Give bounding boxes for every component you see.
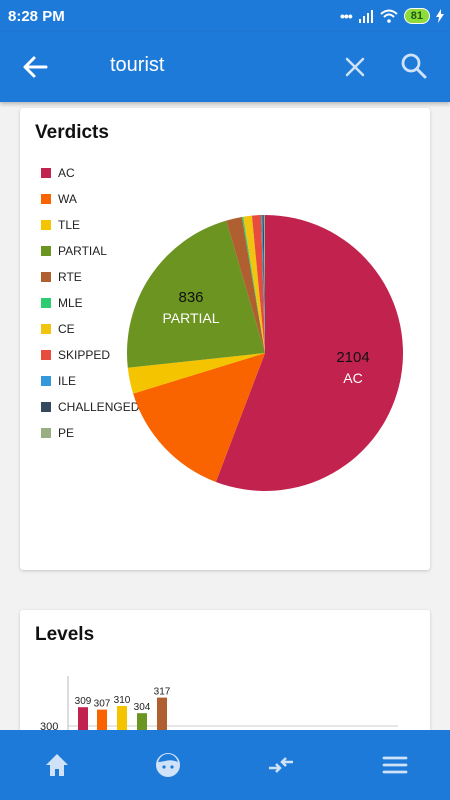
- charging-icon: [436, 9, 444, 23]
- wifi-icon: [380, 9, 398, 23]
- slice-value-partial: 836: [178, 289, 203, 306]
- pie-slice-ile[interactable]: [261, 215, 265, 353]
- pie-slice-challenged[interactable]: [262, 215, 265, 353]
- levels-bar-value: 309: [75, 696, 92, 707]
- slice-label-partial: PARTIAL: [162, 310, 219, 326]
- legend-item-mle[interactable]: MLE: [41, 290, 139, 316]
- legend-label: CHALLENGED: [58, 400, 140, 414]
- levels-title: Levels: [35, 624, 95, 645]
- legend-swatch: [41, 220, 51, 230]
- legend-swatch: [41, 168, 51, 178]
- legend-item-ile[interactable]: ILE: [41, 368, 139, 394]
- legend-item-rte[interactable]: RTE: [41, 264, 139, 290]
- pie-slice-ce[interactable]: [243, 215, 265, 353]
- legend-item-ac[interactable]: AC: [41, 160, 139, 186]
- levels-bar-value: 304: [134, 702, 151, 713]
- legend-label: PARTIAL: [58, 244, 107, 258]
- legend-swatch: [41, 376, 51, 386]
- levels-bar[interactable]: [157, 697, 167, 750]
- pie-slice-wa[interactable]: [133, 353, 265, 482]
- legend-label: PE: [58, 426, 75, 440]
- legend-swatch: [41, 402, 51, 412]
- battery-indicator: 81: [403, 8, 430, 24]
- levels-bar[interactable]: [117, 706, 127, 750]
- legend-item-wa[interactable]: WA: [41, 186, 139, 212]
- levels-card: Levels 300 309 307 310 304 317: [20, 610, 430, 750]
- legend-label: SKIPPED: [58, 348, 111, 362]
- verdicts-card: Verdicts AC WA TLE PARTIAL RTE MLE CE SKIPPED IL…: [20, 108, 430, 570]
- legend-item-pe[interactable]: PE: [41, 420, 139, 446]
- legend-swatch: [41, 324, 51, 334]
- levels-bar-value: 317: [154, 687, 171, 698]
- compare-arrows-icon[interactable]: [266, 750, 296, 780]
- legend-swatch: [41, 428, 51, 438]
- status-time: 8:28 PM: [8, 8, 65, 25]
- legend-swatch: [41, 350, 51, 360]
- legend-label: CE: [58, 322, 75, 336]
- verdicts-title: Verdicts: [35, 122, 109, 143]
- legend-label: ILE: [58, 374, 77, 388]
- bottom-navigation: [0, 730, 450, 800]
- slice-value-ac: 2104: [336, 349, 369, 366]
- slice-label-ac: AC: [343, 370, 362, 386]
- legend-label: AC: [58, 166, 75, 180]
- pie-slice-pe[interactable]: [263, 215, 265, 353]
- levels-bar-value: 310: [114, 695, 131, 706]
- app-bar: tourist: [0, 32, 450, 102]
- legend-label: TLE: [58, 218, 81, 232]
- legend-item-challenged[interactable]: CHALLENGED: [41, 394, 139, 420]
- pie-slice-ac[interactable]: [215, 215, 403, 491]
- legend-item-ce[interactable]: CE: [41, 316, 139, 342]
- legend-label: RTE: [58, 270, 82, 284]
- legend-label: WA: [58, 192, 77, 206]
- levels-bar[interactable]: [78, 707, 88, 750]
- status-icons: ••• 81: [340, 6, 444, 26]
- legend-swatch: [41, 298, 51, 308]
- levels-bar-value: 307: [94, 699, 111, 710]
- legend-item-tle[interactable]: TLE: [41, 212, 139, 238]
- legend-swatch: [41, 246, 51, 256]
- home-icon[interactable]: [42, 750, 72, 780]
- close-icon[interactable]: [342, 54, 368, 80]
- levels-bar[interactable]: [97, 709, 107, 750]
- verdicts-legend: AC WA TLE PARTIAL RTE MLE CE SKIPPED ILE CHALLENG…: [41, 160, 139, 446]
- legend-item-skipped[interactable]: SKIPPED: [41, 342, 139, 368]
- signal-icon: [358, 10, 373, 23]
- legend-label: MLE: [58, 296, 83, 310]
- menu-icon[interactable]: [380, 750, 410, 780]
- pie-slice-mle[interactable]: [241, 216, 265, 353]
- search-query[interactable]: tourist: [110, 54, 165, 76]
- legend-swatch: [41, 194, 51, 204]
- verdicts-pie-chart: 2104 AC 836 PARTIAL: [127, 215, 403, 491]
- face-icon[interactable]: [153, 750, 183, 780]
- pie-slice-partial[interactable]: [127, 220, 265, 368]
- legend-swatch: [41, 272, 51, 282]
- status-bar: 8:28 PM ••• 81: [0, 0, 450, 32]
- legend-item-partial[interactable]: PARTIAL: [41, 238, 139, 264]
- pie-slice-skipped[interactable]: [251, 215, 265, 353]
- pie-slice-tle[interactable]: [127, 353, 265, 394]
- notification-dots-icon: •••: [340, 8, 353, 24]
- back-arrow-icon[interactable]: [20, 52, 50, 82]
- pie-slice-rte[interactable]: [226, 216, 265, 353]
- search-icon[interactable]: [400, 52, 428, 80]
